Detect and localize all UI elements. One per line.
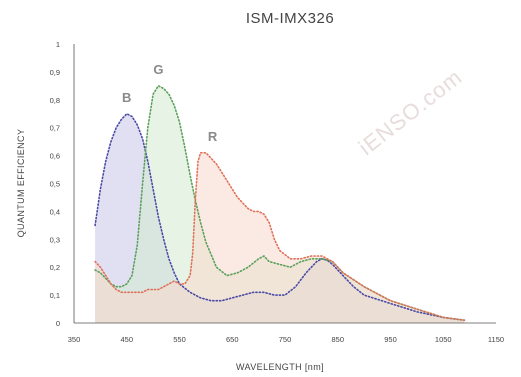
y-tick-label: 0,6 — [50, 152, 60, 161]
chart-title: ISM-IMX326 — [246, 10, 334, 27]
x-tick-label: 950 — [384, 335, 397, 344]
x-tick-label: 1050 — [435, 335, 452, 344]
x-tick-label: 750 — [279, 335, 292, 344]
series-label-R: R — [208, 129, 218, 144]
x-tick-label: 450 — [120, 335, 133, 344]
series-label-G: G — [153, 62, 163, 77]
y-tick-label: 0 — [56, 319, 60, 328]
series-line-B — [94, 112, 466, 321]
x-axis-label: WAVELENGTH [nm] — [236, 362, 324, 372]
watermark: iENSO.com — [354, 64, 467, 160]
x-tick-label: 650 — [226, 335, 239, 344]
y-axis-label: QUANTUM EFFICIENCY — [16, 129, 26, 238]
series-labels: B G R — [122, 62, 218, 144]
x-tick-label: 550 — [173, 335, 186, 344]
series-label-B: B — [122, 90, 131, 105]
x-tick-labels: 350 450 550 650 750 850 950 1050 1150 — [68, 335, 504, 344]
series-line-G — [94, 84, 466, 321]
y-tick-label: 0,5 — [50, 180, 60, 189]
y-tick-label: 0,8 — [50, 96, 60, 105]
series-area-G — [95, 85, 465, 323]
x-tick-label: 850 — [331, 335, 344, 344]
x-tick-label: 350 — [68, 335, 81, 344]
y-tick-labels: 0 0,1 0,2 0,3 0,4 0,5 0,6 0,7 0,8 0,9 1 — [50, 40, 60, 328]
y-tick-label: 1 — [56, 40, 60, 49]
y-tick-label: 0,4 — [50, 207, 60, 216]
y-tick-label: 0,9 — [50, 68, 60, 77]
y-tick-label: 0,1 — [50, 291, 60, 300]
x-tick-label: 1150 — [488, 335, 504, 344]
series-lines — [94, 84, 466, 321]
y-tick-label: 0,2 — [50, 263, 60, 272]
y-tick-label: 0,3 — [50, 235, 60, 244]
watermark-text: iENSO.com — [354, 64, 467, 160]
y-tick-label: 0,7 — [50, 124, 60, 133]
series-line-R — [94, 152, 466, 321]
